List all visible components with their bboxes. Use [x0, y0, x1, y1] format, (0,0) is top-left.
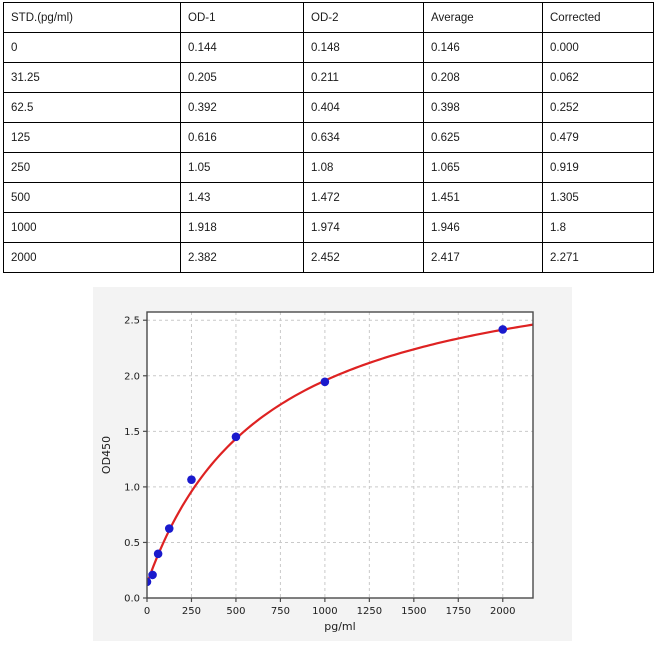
data-point: [164, 524, 174, 533]
data-point: [498, 325, 508, 334]
table-row: 62.5 0.392 0.404 0.398 0.252: [3, 92, 654, 123]
table-cell: 0.000: [542, 32, 654, 63]
table-cell: 1.451: [423, 182, 543, 213]
table-cell: 1000: [3, 212, 181, 243]
data-points: [147, 325, 508, 587]
table-cell: 2.452: [303, 242, 424, 273]
table-cell: 0.919: [542, 152, 654, 183]
table-cell: 0.398: [423, 92, 543, 123]
table-cell: 62.5: [3, 92, 181, 123]
standard-curve-panel: 0 250 500 750 1000 1250 1500 1750 2000 0.0 0.5 1.0 1…: [93, 287, 572, 641]
data-point: [147, 577, 152, 587]
table-cell: 0.479: [542, 122, 654, 153]
table-cell: 0.404: [303, 92, 424, 123]
column-header: OD-1: [180, 2, 304, 33]
table-cell: 0.062: [542, 62, 654, 93]
y-tick-label: 1.5: [124, 427, 140, 438]
plot-area: [147, 312, 533, 598]
table-cell: 1.472: [303, 182, 424, 213]
table-cell: 1.305: [542, 182, 654, 213]
data-point: [153, 549, 163, 559]
table-cell: 0.148: [303, 32, 424, 63]
table-cell: 250: [3, 152, 181, 183]
plot-border: [146, 311, 534, 599]
x-tick-label: 1500: [401, 606, 426, 617]
table-row: 1000 1.918 1.974 1.946 1.8: [3, 212, 654, 243]
table-row: 31.25 0.205 0.211 0.208 0.062: [3, 62, 654, 93]
data-point: [148, 570, 157, 580]
x-axis-label: pg/ml: [324, 620, 355, 633]
x-tick-label: 2000: [490, 606, 515, 617]
table-cell: 0.146: [423, 32, 543, 63]
table-cell: 1.8: [542, 212, 654, 243]
x-tick-label: 0: [144, 606, 150, 617]
table-cell: 1.05: [180, 152, 304, 183]
table-cell: 1.918: [180, 212, 304, 243]
table-cell: 1.065: [423, 152, 543, 183]
table-header-row: STD.(pg/ml) OD-1 OD-2 Average Corrected: [3, 2, 654, 33]
table-cell: 1.08: [303, 152, 424, 183]
table-cell: 0.625: [423, 122, 543, 153]
table-cell: 1.946: [423, 212, 543, 243]
standard-curve-chart: 0 250 500 750 1000 1250 1500 1750 2000 0.0 0.5 1.0 1…: [93, 287, 572, 641]
table-cell: 0.392: [180, 92, 304, 123]
standards-table: STD.(pg/ml) OD-1 OD-2 Average Corrected 0 0.1…: [3, 2, 654, 273]
column-header: OD-2: [303, 2, 424, 33]
table-row: 125 0.616 0.634 0.625 0.479: [3, 122, 654, 153]
table-cell: 0.616: [180, 122, 304, 153]
y-axis-label: OD450: [100, 436, 113, 474]
table-row: 2000 2.382 2.452 2.417 2.271: [3, 242, 654, 273]
table-cell: 2.271: [542, 242, 654, 273]
y-tick-label: 0.0: [124, 594, 140, 605]
table-cell: 500: [3, 182, 181, 213]
y-tick-label: 1.0: [124, 482, 140, 493]
y-tick-label: 2.5: [124, 316, 140, 327]
table-cell: 1.974: [303, 212, 424, 243]
fit-curve: [147, 323, 533, 584]
data-point: [231, 432, 241, 442]
table-cell: 0.208: [423, 62, 543, 93]
column-header: Average: [423, 2, 543, 33]
table-cell: 0.211: [303, 62, 424, 93]
table-cell: 2.417: [423, 242, 543, 273]
data-point: [320, 377, 330, 387]
x-tick-label: 1250: [357, 606, 382, 617]
table-cell: 0.205: [180, 62, 304, 93]
x-tick-label: 750: [271, 606, 290, 617]
table-cell: 0.252: [542, 92, 654, 123]
table-cell: 0.634: [303, 122, 424, 153]
y-tick-label: 2.0: [124, 371, 140, 382]
table-row: 0 0.144 0.148 0.146 0.000: [3, 32, 654, 63]
x-tick-label: 250: [182, 606, 201, 617]
table-cell: 2.382: [180, 242, 304, 273]
table-cell: 0: [3, 32, 181, 63]
x-tick-label: 1750: [446, 606, 471, 617]
table-cell: 0.144: [180, 32, 304, 63]
table-cell: 125: [3, 122, 181, 153]
table-cell: 2000: [3, 242, 181, 273]
table-row: 500 1.43 1.472 1.451 1.305: [3, 182, 654, 213]
table-cell: 1.43: [180, 182, 304, 213]
x-tick-label: 1000: [312, 606, 337, 617]
y-tick-label: 0.5: [124, 538, 140, 549]
column-header: Corrected: [542, 2, 654, 33]
x-tick-label: 500: [226, 606, 245, 617]
table-row: 250 1.05 1.08 1.065 0.919: [3, 152, 654, 183]
column-header: STD.(pg/ml): [3, 2, 181, 33]
data-point: [187, 475, 196, 484]
table-cell: 31.25: [3, 62, 181, 93]
